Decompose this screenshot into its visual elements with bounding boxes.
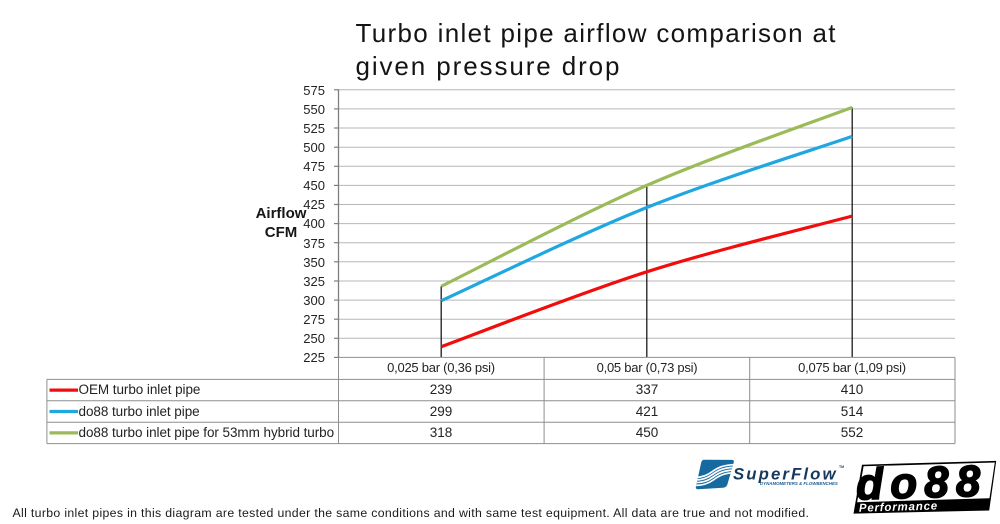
- svg-text:DYNAMOMETERS & FLOWBENCHES: DYNAMOMETERS & FLOWBENCHES: [760, 481, 838, 486]
- svg-text:Performance: Performance: [859, 500, 938, 514]
- svg-text:TM: TM: [839, 465, 844, 469]
- svg-text:do88: do88: [855, 457, 988, 510]
- svg-text:SuperFlow: SuperFlow: [733, 464, 838, 483]
